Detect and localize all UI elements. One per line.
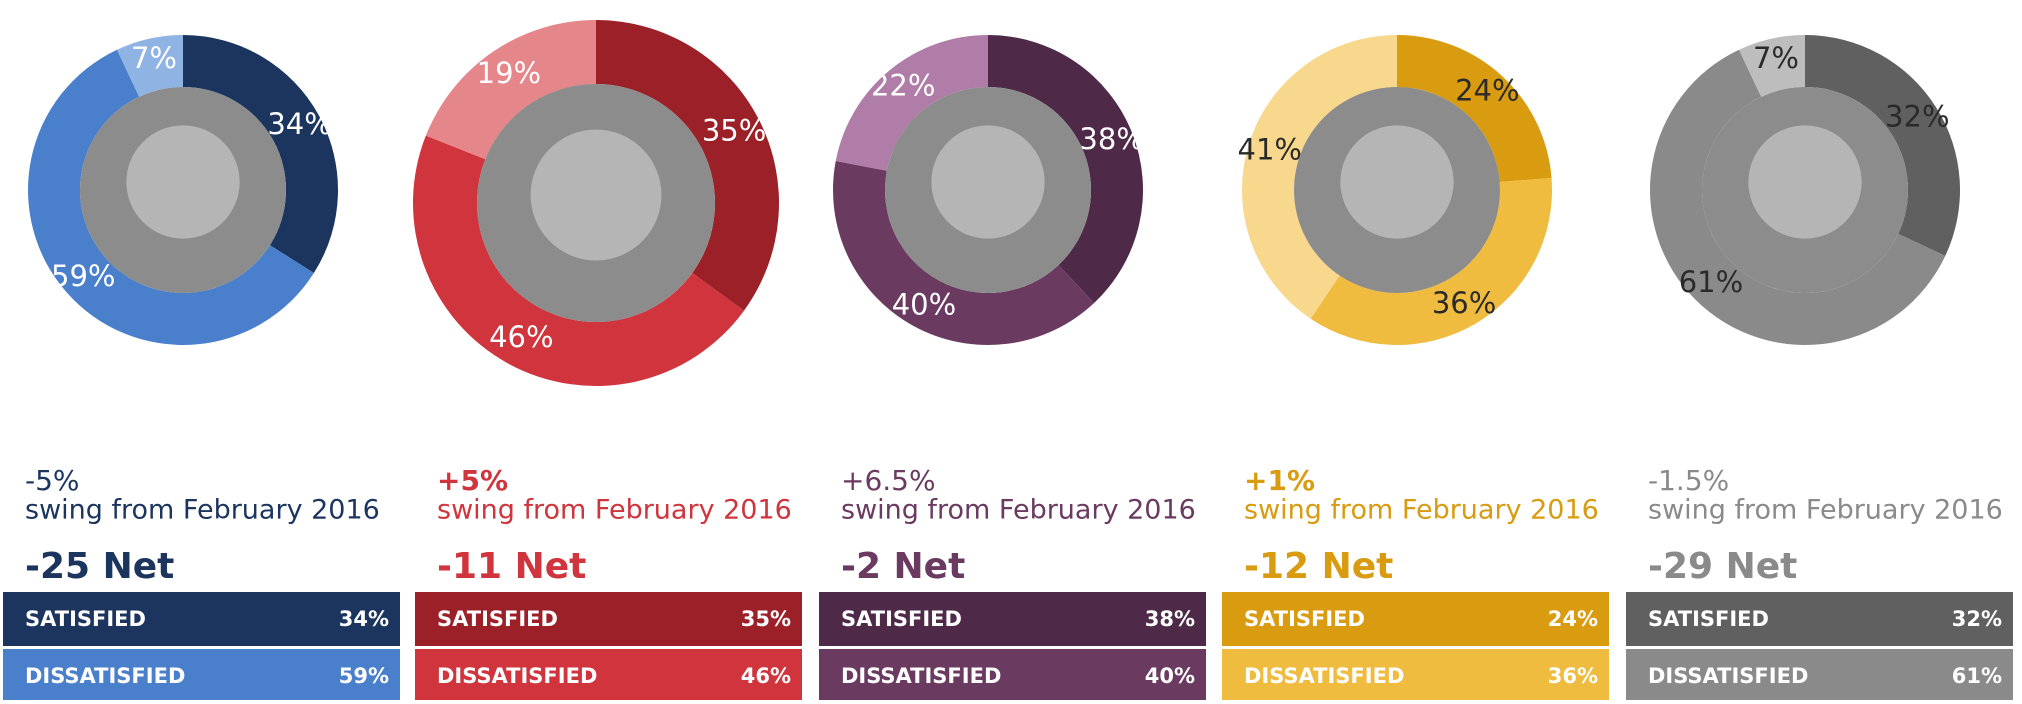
swing-value: +5% [437,464,508,497]
dashboard: 34%59%7%-5%swing from February 2016-25 N… [0,0,2022,700]
row-label: SATISFIED [437,607,558,631]
segment-label: 46% [489,320,553,354]
row-label: DISSATISFIED [25,664,185,688]
row-value: 36% [1548,664,1598,688]
net-score: -2 Net [841,546,965,587]
segment-label: 59% [51,259,115,293]
panel: 32% 61% 7% -1.5%swing from February 2016 -29… [1626,35,2013,700]
row-value: 40% [1145,664,1195,688]
photo-face [931,125,1044,238]
swing-label: swing from February 2016 [25,495,380,526]
row-value: 38% [1145,607,1195,631]
segment-label: 24% [1455,73,1519,107]
panel: 24% 36% 41% +1%swing from February 2016 -12 … [1222,35,1609,700]
photo-face [1748,125,1861,238]
row-value: 32% [1952,607,2002,631]
net-score: -12 Net [1244,546,1393,587]
segment-label: 61% [1679,265,1743,299]
segment-label: 19% [477,56,541,90]
row-label: SATISFIED [1648,607,1769,631]
row-label: SATISFIED [25,607,146,631]
swing-value: +6.5% [841,464,936,497]
segment-label: 34% [267,107,331,141]
row-label: DISSATISFIED [1648,664,1808,688]
panel: 38% 40% 22% +6.5%swing from February 2016 -2… [819,35,1206,700]
photo-face [531,130,662,261]
row-label: DISSATISFIED [841,664,1001,688]
row-value: 59% [339,664,389,688]
segment-label: 40% [892,288,956,322]
photo-face [126,125,239,238]
row-value: 35% [741,607,791,631]
swing-label: swing from February 2016 [1648,495,2003,526]
row-value: 24% [1548,607,1598,631]
row-label: DISSATISFIED [437,664,597,688]
row-label: DISSATISFIED [1244,664,1404,688]
swing-label: swing from February 2016 [841,495,1196,526]
panel: 35% 46% 19% +5%swing from February 2016 -11 … [413,20,802,700]
photo-face [1340,125,1453,238]
net-score: -29 Net [1648,546,1797,587]
swing-label: swing from February 2016 [1244,495,1599,526]
swing-label: swing from February 2016 [437,495,792,526]
segment-label: 7% [1753,41,1799,75]
row-label: SATISFIED [1244,607,1365,631]
row-value: 61% [1952,664,2002,688]
row-label: SATISFIED [841,607,962,631]
panel: 34% 59% 7% -5%swing from February 2016 -25 N… [3,35,400,700]
net-score: -25 Net [25,546,174,587]
row-value: 46% [741,664,791,688]
net-score: -11 Net [437,546,586,587]
swing-value: -1.5% [1648,464,1729,497]
segment-label: 38% [1079,122,1143,156]
swing-value: +1% [1244,464,1315,497]
segment-label: 32% [1885,100,1949,134]
segment-label: 35% [702,114,766,148]
segment-label: 36% [1432,286,1496,320]
swing-value: -5% [25,464,80,497]
segment-label: 41% [1238,132,1302,166]
row-value: 34% [339,607,389,631]
segment-label: 22% [871,69,935,103]
segment-label: 7% [131,41,177,75]
